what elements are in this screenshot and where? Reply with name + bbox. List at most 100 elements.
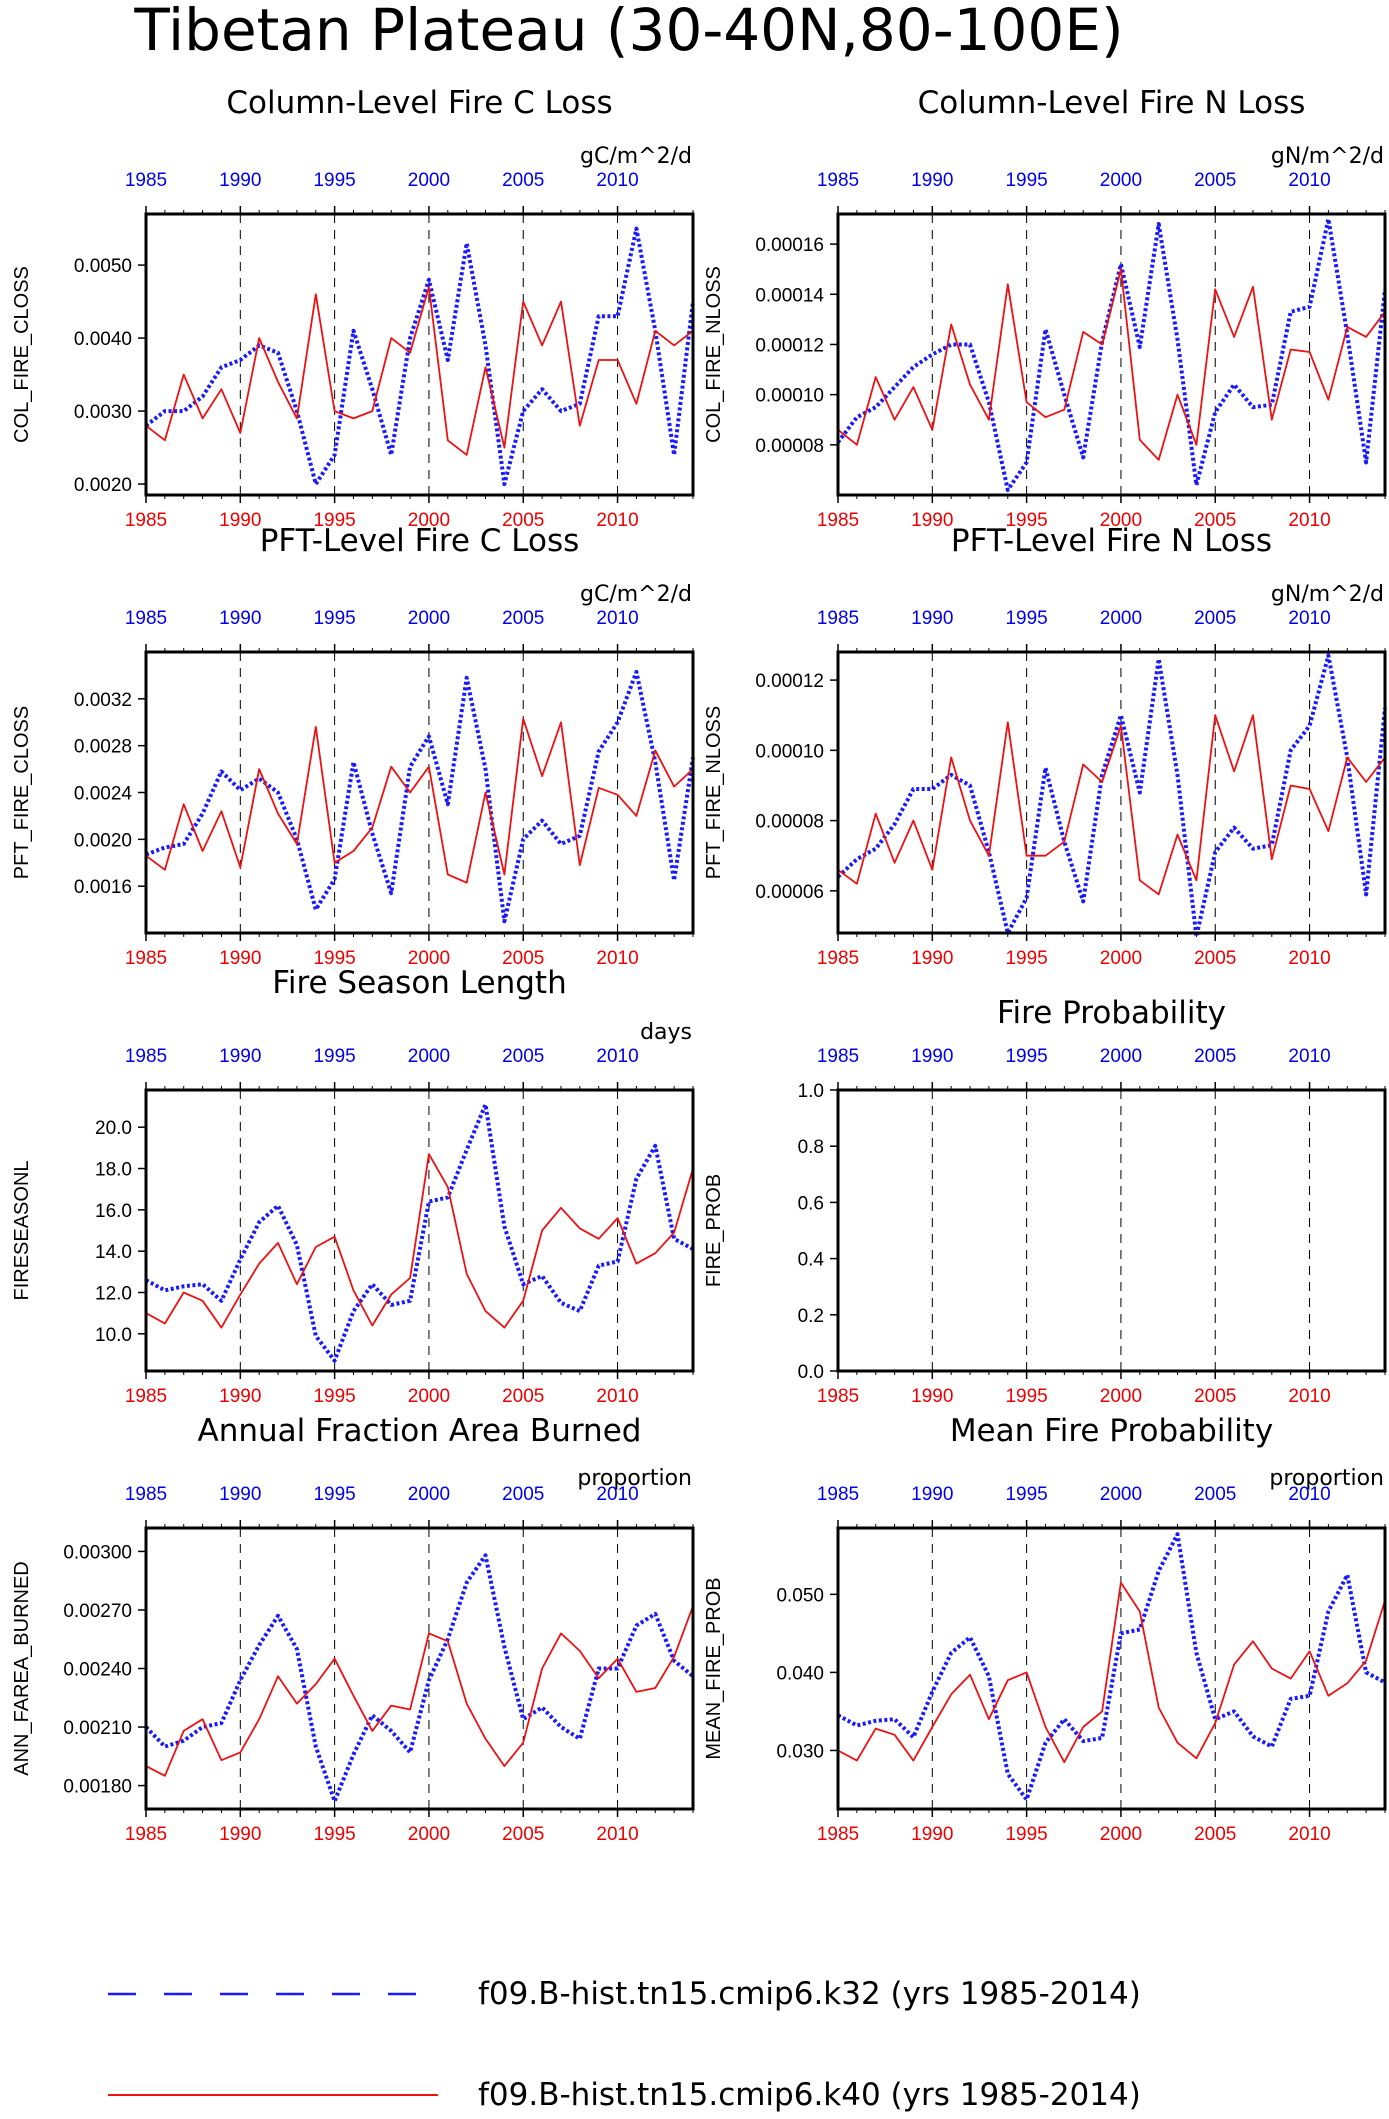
plot-frame [144, 650, 695, 935]
page-title: Tibetan Plateau (30-40N,80-100E) [133, 0, 1123, 64]
y-tick-label: 0.00012 [755, 335, 824, 356]
plot-frame [836, 1088, 1387, 1373]
top-tick-label: 2005 [1194, 1484, 1236, 1505]
bottom-tick-label: 1995 [313, 1386, 355, 1407]
bottom-tick-label: 2005 [502, 1824, 544, 1845]
series-line-k32 [144, 226, 695, 487]
bottom-tick-label: 2010 [1288, 948, 1330, 969]
top-tick-label: 1995 [313, 1484, 355, 1505]
y-tick-label: 0.00006 [755, 882, 824, 903]
y-tick-label: 0.0020 [74, 475, 132, 496]
y-tick-label: 0.0030 [74, 402, 132, 423]
top-tick-label: 2000 [1100, 170, 1142, 191]
top-tick-label: 2010 [596, 1484, 638, 1505]
y-tick-label: 10.0 [95, 1325, 132, 1346]
y-tick-label: 0.6 [798, 1193, 824, 1214]
panel-5: Fire Season Length days 1985 1985 1990 1990 19… [11, 965, 695, 1407]
top-tick-label: 1990 [219, 170, 261, 191]
top-tick-label: 2000 [408, 1484, 450, 1505]
units-label: proportion [1269, 1466, 1384, 1491]
y-axis-label: PFT_FIRE_CLOSS [11, 706, 33, 879]
y-tick-label: 16.0 [95, 1201, 132, 1222]
top-tick-label: 1985 [125, 1046, 167, 1067]
bottom-tick-label: 1995 [1005, 948, 1047, 969]
y-tick-label: 0.00010 [755, 386, 824, 407]
bottom-tick-label: 1985 [125, 1824, 167, 1845]
bottom-tick-label: 2010 [596, 510, 638, 531]
series-line-k40 [837, 268, 1386, 461]
series-line-k40 [837, 714, 1386, 896]
bottom-tick-label: 1990 [219, 948, 261, 969]
top-tick-label: 2005 [502, 608, 544, 629]
legend-label-k32: f09.B-hist.tn15.cmip6.k32 (yrs 1985-2014… [478, 1976, 1141, 2012]
y-tick-label: 0.0024 [74, 784, 133, 805]
top-tick-label: 2000 [408, 1046, 450, 1067]
units-label: days [640, 1020, 692, 1045]
top-tick-label: 1990 [911, 170, 953, 191]
top-tick-label: 1985 [817, 1046, 859, 1067]
plot-frame [836, 1526, 1387, 1811]
y-tick-label: 0.050 [776, 1585, 824, 1606]
panel-title: Column-Level Fire N Loss [918, 85, 1306, 121]
legend-label-k40: f09.B-hist.tn15.cmip6.k40 (yrs 1985-2014… [478, 2077, 1141, 2113]
bottom-tick-label: 1990 [219, 1386, 261, 1407]
bottom-tick-label: 1995 [1005, 1824, 1047, 1845]
top-tick-label: 2005 [1194, 1046, 1236, 1067]
bottom-tick-label: 1985 [125, 510, 167, 531]
series-line-k32 [837, 1532, 1386, 1802]
top-tick-label: 2010 [1288, 608, 1330, 629]
y-tick-label: 14.0 [95, 1242, 132, 1263]
panel-7: Annual Fraction Area Burned proportion 198… [11, 1413, 695, 1845]
bottom-tick-label: 1990 [911, 1824, 953, 1845]
top-tick-label: 2005 [502, 170, 544, 191]
y-axis-label: FIRESEASONL [11, 1160, 33, 1300]
top-tick-label: 1995 [313, 1046, 355, 1067]
bottom-tick-label: 1985 [817, 1386, 859, 1407]
bottom-tick-label: 2005 [502, 510, 544, 531]
panel-title: Fire Season Length [272, 965, 566, 1001]
panel-2: Column-Level Fire N Loss gN/m^2/d 1985 1985… [703, 85, 1387, 531]
top-tick-label: 2010 [1288, 1484, 1330, 1505]
series-line-k32 [144, 1553, 695, 1804]
series-line-k32 [145, 1102, 694, 1363]
y-tick-label: 1.0 [798, 1081, 824, 1102]
top-tick-label: 1990 [219, 1046, 261, 1067]
y-axis-label: COL_FIRE_CLOSS [11, 266, 33, 443]
bottom-tick-label: 2000 [408, 1386, 450, 1407]
series-line-k40 [145, 1153, 694, 1329]
panel-title: PFT-Level Fire N Loss [951, 523, 1272, 559]
bottom-tick-label: 2010 [1288, 1386, 1330, 1407]
bottom-tick-label: 1990 [219, 1824, 261, 1845]
y-tick-label: 0.030 [776, 1741, 824, 1762]
units-label: gN/m^2/d [1271, 582, 1384, 607]
y-tick-label: 0.00008 [755, 436, 824, 457]
bottom-tick-label: 2000 [1100, 948, 1142, 969]
top-tick-label: 1985 [817, 1484, 859, 1505]
bottom-tick-label: 2010 [1288, 1824, 1330, 1845]
panel-4: PFT-Level Fire N Loss gN/m^2/d 1985 1985 199… [703, 523, 1387, 969]
y-tick-label: 0.0032 [74, 690, 132, 711]
y-axis-label: COL_FIRE_NLOSS [703, 266, 725, 443]
top-tick-label: 1990 [219, 1484, 261, 1505]
top-tick-label: 2005 [1194, 608, 1236, 629]
bottom-tick-label: 1985 [125, 948, 167, 969]
top-tick-label: 2005 [502, 1484, 544, 1505]
y-tick-label: 0.0050 [74, 256, 132, 277]
panel-1: Column-Level Fire C Loss gC/m^2/d 1985 1985… [11, 85, 695, 531]
top-tick-label: 2010 [596, 1046, 638, 1067]
y-tick-label: 0.0020 [74, 830, 132, 851]
y-tick-label: 0.00010 [755, 741, 824, 762]
top-tick-label: 1985 [817, 170, 859, 191]
series-line-k32 [836, 217, 1387, 492]
top-tick-label: 1995 [313, 170, 355, 191]
top-tick-label: 2005 [502, 1046, 544, 1067]
bottom-tick-label: 1990 [911, 948, 953, 969]
series-line-k32 [836, 653, 1387, 939]
top-tick-label: 2000 [408, 170, 450, 191]
bottom-tick-label: 1995 [1005, 1386, 1047, 1407]
bottom-tick-label: 1990 [219, 510, 261, 531]
top-tick-label: 2000 [408, 608, 450, 629]
top-tick-label: 1985 [125, 608, 167, 629]
top-tick-label: 1990 [911, 1484, 953, 1505]
